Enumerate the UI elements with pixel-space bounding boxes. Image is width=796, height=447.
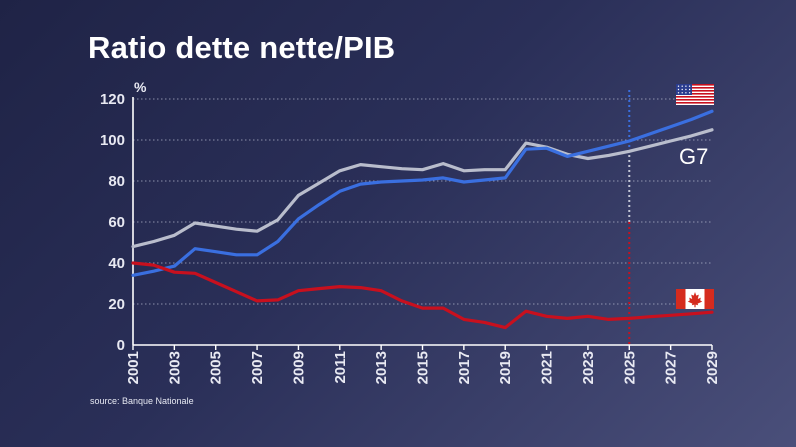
x-tick-label: 2027 <box>663 351 680 384</box>
series-label-g7: G7 <box>679 144 708 169</box>
y-unit-label: % <box>134 79 147 95</box>
y-tick-label: 120 <box>100 91 125 108</box>
x-tick-label: 2025 <box>621 351 638 384</box>
y-tick-label: 20 <box>108 296 125 313</box>
series-labels: G7 <box>676 84 714 309</box>
y-tick-label: 40 <box>108 255 125 272</box>
y-axis: 0 20 40 60 80 100 120% <box>100 79 147 354</box>
x-tick-label: 2009 <box>290 351 307 384</box>
source-note: source: Banque Nationale <box>90 396 194 406</box>
series-line <box>131 261 714 330</box>
x-tick-label: 2015 <box>415 351 432 384</box>
x-tick-label: 2013 <box>373 351 390 384</box>
y-tick-label: 60 <box>108 214 125 231</box>
x-tick-label: 2001 <box>125 351 142 384</box>
series-line <box>131 128 714 249</box>
x-tick-label: 2023 <box>580 351 597 384</box>
us-flag-icon <box>676 84 714 105</box>
x-axis: 2001 2003 2005 2007 2009 2011 2013 2015 2017 2019… <box>125 344 721 384</box>
page-title: Ratio dette nette/PIB <box>88 30 396 65</box>
x-tick-label: 2011 <box>332 351 349 384</box>
canada-flag-icon <box>676 289 714 309</box>
x-tick-label: 2007 <box>249 351 266 384</box>
y-tick-label: 80 <box>108 173 125 190</box>
gridlines <box>133 98 712 305</box>
x-tick-label: 2019 <box>497 351 514 384</box>
series-lines <box>131 109 714 330</box>
x-tick-label: 2003 <box>166 351 183 384</box>
x-tick-label: 2017 <box>456 351 473 384</box>
series-line <box>131 109 714 277</box>
x-tick-label: 2005 <box>208 351 225 384</box>
x-tick-label: 2021 <box>539 351 556 384</box>
y-tick-label: 0 <box>117 337 125 354</box>
x-tick-label: 2029 <box>704 351 721 384</box>
y-tick-label: 100 <box>100 132 125 149</box>
